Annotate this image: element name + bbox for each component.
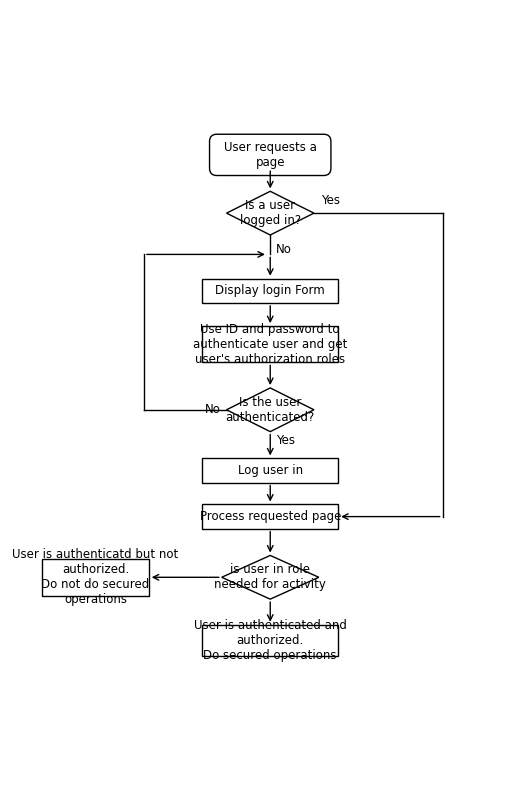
Text: Yes: Yes	[276, 434, 295, 447]
Text: is user in role
needed for activity: is user in role needed for activity	[214, 564, 326, 592]
Text: Display login Form: Display login Form	[215, 284, 325, 297]
Polygon shape	[227, 192, 314, 235]
Bar	[202, 279, 338, 303]
Bar	[202, 326, 338, 362]
Text: No: No	[276, 243, 292, 256]
Text: User requests a
page: User requests a page	[224, 141, 317, 169]
FancyBboxPatch shape	[209, 134, 331, 175]
Bar	[42, 559, 149, 596]
Text: User is authenticated and
authorized.
Do secured operations: User is authenticated and authorized. Do…	[194, 619, 347, 662]
Bar	[202, 458, 338, 483]
Text: Is a user
logged in?: Is a user logged in?	[240, 199, 301, 227]
Text: Yes: Yes	[321, 194, 340, 208]
Bar	[202, 505, 338, 529]
Text: Use ID and password to
authenticate user and get
user's authorization roles: Use ID and password to authenticate user…	[193, 323, 347, 365]
Text: Log user in: Log user in	[238, 464, 303, 477]
Text: Is the user
authenticated?: Is the user authenticated?	[226, 396, 315, 423]
Polygon shape	[222, 555, 319, 599]
Polygon shape	[227, 388, 314, 431]
Text: No: No	[205, 403, 221, 416]
Text: Process requested page: Process requested page	[200, 510, 341, 523]
Bar	[202, 625, 338, 656]
Text: User is authenticatd but not
authorized.
Do not do secured
operations: User is authenticatd but not authorized.…	[12, 548, 179, 606]
